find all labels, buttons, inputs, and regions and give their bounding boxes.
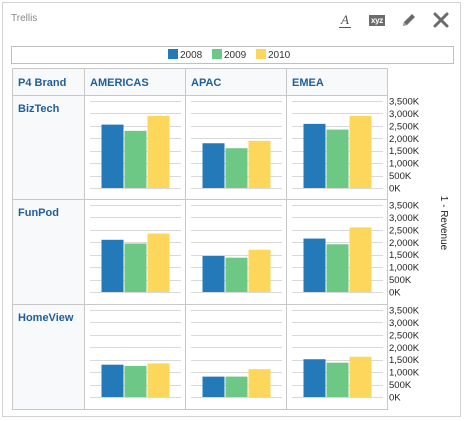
- bar-biztech-apac-2010: [248, 140, 271, 188]
- legend-label-2010: 2010: [268, 50, 291, 61]
- y-tick-label: 1,500K: [389, 146, 420, 157]
- bar-homeview-americas-2009: [124, 365, 147, 397]
- bar-biztech-emea-2010: [349, 115, 372, 188]
- bar-funpod-americas-2009: [124, 243, 147, 292]
- y-tick-label: 2,500K: [389, 121, 420, 132]
- y-tick-label: 3,000K: [389, 213, 420, 224]
- bar-biztech-americas-2008: [101, 124, 124, 188]
- legend-swatch-2010: [256, 49, 266, 59]
- bar-homeview-emea-2008: [303, 359, 326, 397]
- bar-homeview-apac-2010: [248, 369, 271, 397]
- y-tick-label: 0K: [389, 393, 401, 404]
- bar-homeview-emea-2009: [326, 362, 349, 397]
- y-tick-label: 2,000K: [389, 238, 420, 249]
- y-tick-label: 3,000K: [389, 318, 420, 329]
- bar-biztech-emea-2008: [303, 123, 326, 188]
- bar-biztech-apac-2008: [202, 143, 225, 188]
- bar-biztech-emea-2009: [326, 129, 349, 188]
- column-header-row: [13, 69, 387, 95]
- toolbar: A xyz: [334, 10, 452, 30]
- y-tick-label: 500K: [389, 380, 412, 391]
- y-tick-label: 0K: [389, 288, 401, 299]
- row-header-homeview: HomeView: [18, 312, 74, 324]
- bar-homeview-americas-2010: [147, 363, 170, 397]
- pencil-icon[interactable]: [398, 10, 420, 30]
- bar-funpod-americas-2010: [147, 233, 170, 292]
- bar-funpod-apac-2008: [202, 255, 225, 292]
- text-format-icon[interactable]: A: [334, 10, 356, 30]
- y-tick-label: 3,500K: [389, 201, 420, 212]
- bar-funpod-emea-2009: [326, 244, 349, 292]
- y-tick-label: 1,500K: [389, 250, 420, 261]
- legend-swatch-2008: [168, 49, 178, 59]
- legend-label-2009: 2009: [224, 50, 247, 61]
- legend-swatch-2009: [212, 49, 222, 59]
- row-dimension-header: P4 Brand: [18, 77, 66, 89]
- bar-funpod-emea-2010: [349, 227, 372, 292]
- bar-funpod-apac-2010: [248, 249, 271, 292]
- y-tick-label: 1,000K: [389, 159, 420, 170]
- legend-box: [11, 46, 454, 64]
- y-tick-label: 1,000K: [389, 263, 420, 274]
- column-header-americas: AMERICAS: [90, 77, 149, 89]
- column-header-apac: APAC: [191, 77, 221, 89]
- bar-funpod-apac-2009: [225, 257, 248, 292]
- bar-homeview-apac-2009: [225, 376, 248, 397]
- y-tick-label: 3,000K: [389, 109, 420, 120]
- row-header-biztech: BizTech: [18, 103, 60, 115]
- y-tick-label: 2,500K: [389, 330, 420, 341]
- bar-homeview-emea-2010: [349, 356, 372, 397]
- y-axis-label: 1 - Revenue: [438, 196, 449, 251]
- bar-funpod-emea-2008: [303, 238, 326, 292]
- text-format-label: A: [339, 11, 351, 28]
- bar-biztech-apac-2009: [225, 148, 248, 188]
- y-tick-label: 3,500K: [389, 97, 420, 108]
- row-header-column: [13, 96, 84, 409]
- y-tick-label: 1,500K: [389, 355, 420, 366]
- bar-homeview-americas-2008: [101, 364, 124, 397]
- y-tick-label: 3,500K: [389, 306, 420, 317]
- y-tick-label: 500K: [389, 171, 412, 182]
- y-tick-label: 2,500K: [389, 225, 420, 236]
- xyz-labels-icon[interactable]: xyz: [366, 10, 388, 30]
- column-header-emea: EMEA: [292, 77, 324, 89]
- y-tick-label: 2,000K: [389, 343, 420, 354]
- y-tick-label: 2,000K: [389, 134, 420, 145]
- row-header-funpod: FunPod: [18, 207, 59, 219]
- panel-title: Trellis: [11, 13, 38, 24]
- bar-homeview-apac-2008: [202, 376, 225, 397]
- bar-funpod-americas-2008: [101, 239, 124, 292]
- bar-biztech-americas-2010: [147, 115, 170, 188]
- legend-label-2008: 2008: [180, 50, 203, 61]
- close-icon[interactable]: [430, 10, 452, 30]
- bar-biztech-americas-2009: [124, 130, 147, 188]
- y-tick-label: 1,000K: [389, 368, 420, 379]
- y-tick-label: 500K: [389, 275, 412, 286]
- y-tick-label: 0K: [389, 184, 401, 195]
- xyz-label: xyz: [369, 14, 385, 26]
